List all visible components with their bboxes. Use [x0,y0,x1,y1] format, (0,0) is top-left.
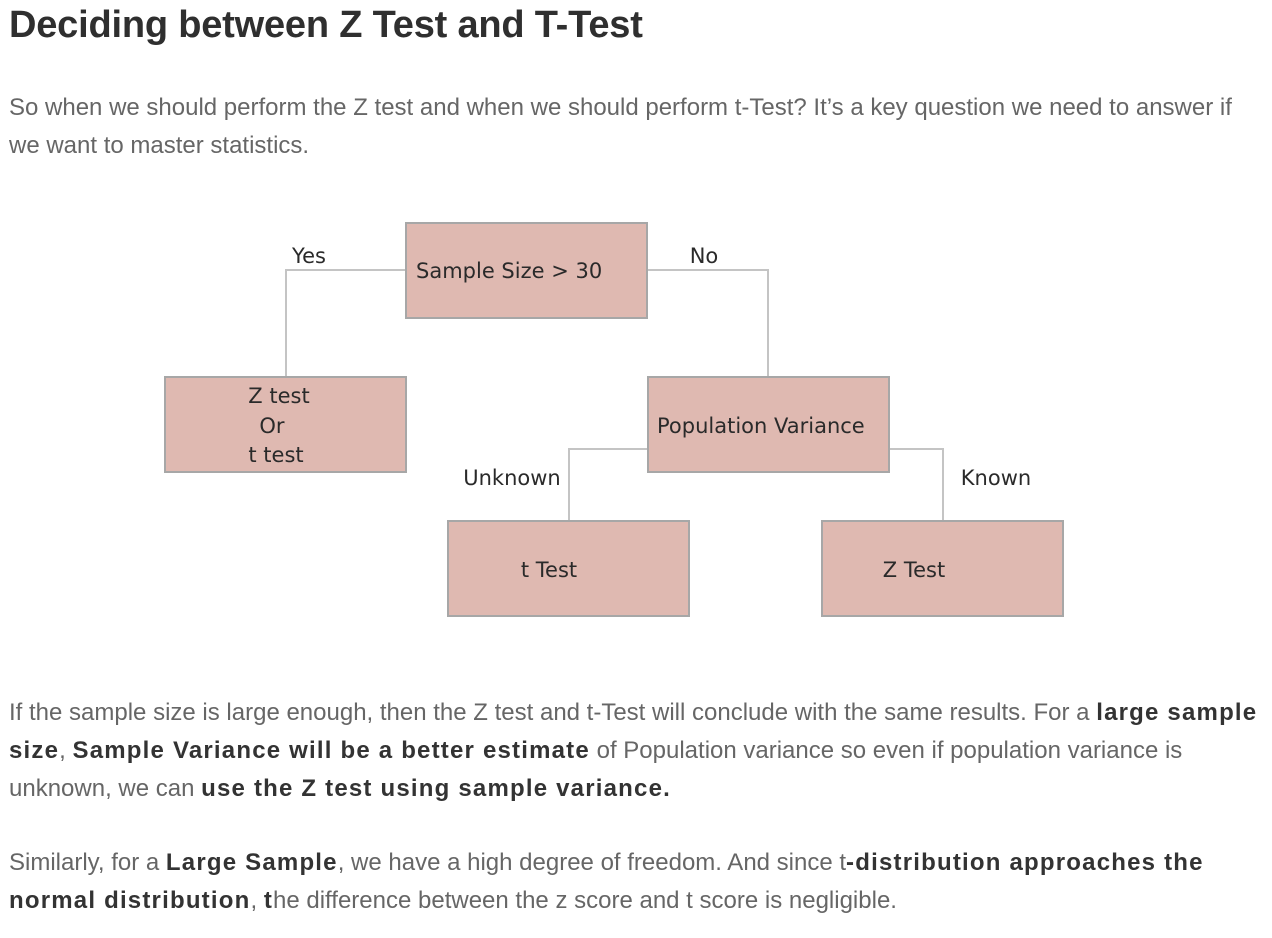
para3-text-a: Similarly, for a [9,849,166,876]
para2-text-a: If the sample size is large enough, then… [9,699,1097,726]
para3-text-c: , we have a high degree of freedom. And … [337,849,847,876]
intro-paragraph: So when we should perform the Z test and… [9,94,1232,159]
para3-bold-t: t [263,887,274,914]
node-t-test-label: t Test [521,558,577,582]
para2-bold-use-z-test: use the Z test using sample variance. [201,775,672,802]
node-z-test-label: Z Test [883,558,945,582]
para3-text-e: he difference between the z score and t … [273,887,897,914]
para3-text-d: , [250,887,264,914]
node-z-or-t-line1: Z test [248,384,309,408]
para3-bold-large-sample: Large Sample [165,849,338,876]
edge-yes-label: Yes [291,244,326,268]
node-z-or-t [164,376,407,473]
node-sample-size [405,222,648,319]
large-sample-paragraph: If the sample size is large enough, then… [9,694,1259,808]
edge-known-label: Known [961,466,1031,490]
node-z-test [821,520,1064,617]
node-population-variance-label: Population Variance [657,414,865,438]
degree-of-freedom-paragraph: Similarly, for a Large Sample, we have a… [9,844,1259,920]
edge-no-label: No [690,244,719,268]
node-z-or-t-line2: Or [259,414,285,438]
page-title: Deciding between Z Test and T-Test [9,4,643,46]
node-sample-size-label: Sample Size > 30 [416,259,602,283]
para2-bold-large-sample-size: large sample size [9,699,1258,764]
para2-bold-sample-variance: Sample Variance will be a better estimat… [72,737,590,764]
decision-flowchart: Sample Size > 30 Z test Or t test Popula… [164,222,1064,617]
node-population-variance [647,376,890,473]
edge-unknown [568,448,648,521]
node-t-test [447,520,690,617]
edge-known [889,448,944,521]
edge-unknown-label: Unknown [463,466,560,490]
para3-bold-distribution: -distribution approaches the normal dist… [9,849,1204,914]
edge-no [648,269,769,377]
para2-text-c: , [59,737,73,764]
para2-text-d: of Population variance so even if popula… [9,737,1183,802]
node-z-or-t-line3: t test [248,443,303,467]
edge-yes [285,269,406,377]
